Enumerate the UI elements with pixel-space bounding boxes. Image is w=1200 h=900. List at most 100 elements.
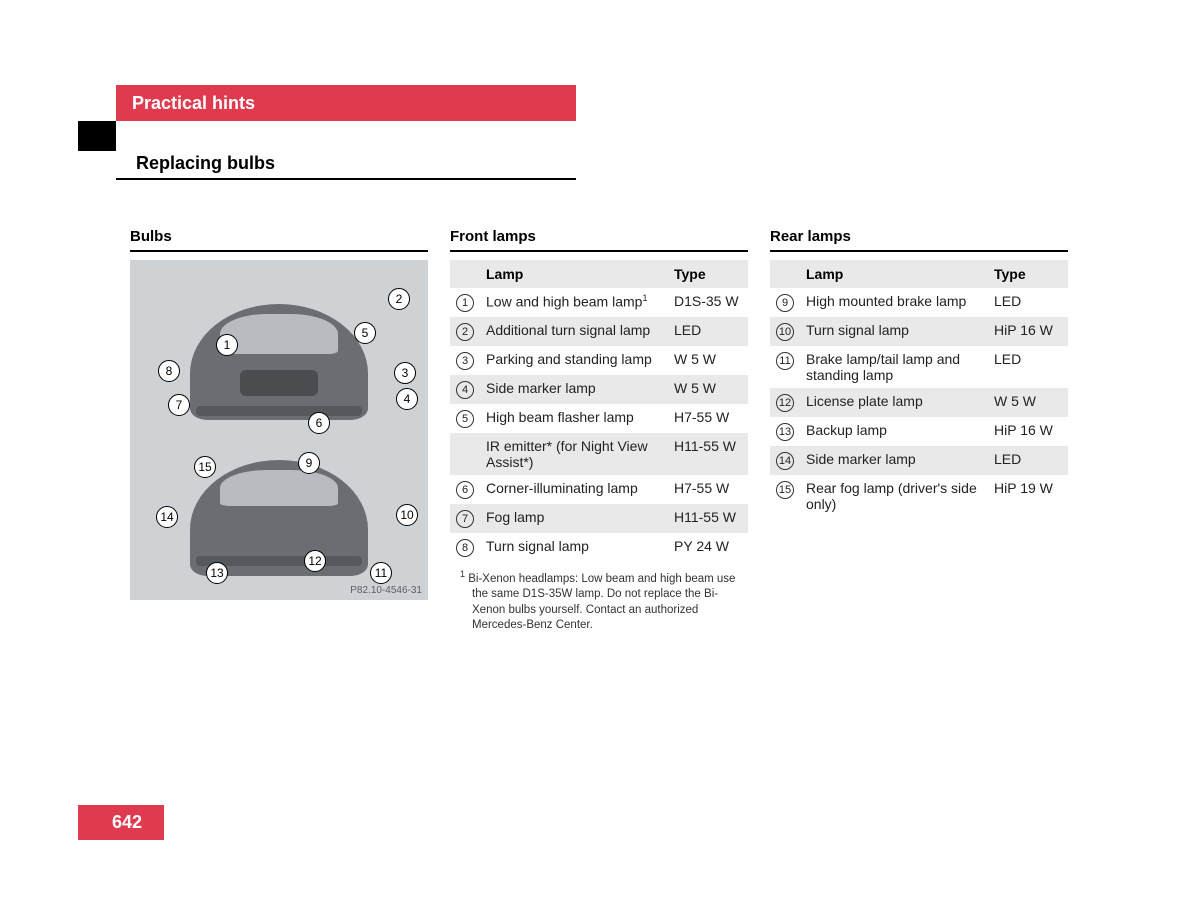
callout-number-icon: 9: [776, 294, 794, 312]
row-type-cell: LED: [988, 288, 1068, 317]
car-front-bumper: [196, 406, 362, 416]
callout-number-icon: 12: [776, 394, 794, 412]
row-type-cell: H11-55 W: [668, 504, 748, 533]
row-number-cell: 2: [450, 317, 480, 346]
row-type-cell: HiP 19 W: [988, 475, 1068, 517]
side-tab: [78, 121, 116, 151]
diagram-callout: 6: [308, 412, 330, 434]
table-row: 6 Corner-illuminating lampH7-55 W: [450, 475, 748, 504]
row-lamp-cell: Side marker lamp: [480, 375, 668, 404]
table-row: 7Fog lampH11-55 W: [450, 504, 748, 533]
row-type-cell: PY 24 W: [668, 533, 748, 562]
row-lamp-cell: Side marker lamp: [800, 446, 988, 475]
diagram-callout: 7: [168, 394, 190, 416]
row-number-cell: 11: [770, 346, 800, 388]
diagram-callout: 12: [304, 550, 326, 572]
page-header: Practical hints Replacing bulbs: [78, 85, 1110, 180]
callout-number-icon: 1: [456, 294, 474, 312]
row-type-cell: LED: [988, 446, 1068, 475]
table-row: 11Brake lamp/tail lamp and standing lamp…: [770, 346, 1068, 388]
bulbs-heading: Bulbs: [130, 228, 428, 252]
front-lamps-column: Front lamps Lamp Type 1Low and high beam…: [450, 228, 748, 634]
row-number-cell: 5: [450, 404, 480, 433]
row-type-cell: LED: [988, 346, 1068, 388]
callout-number-icon: 6: [456, 481, 474, 499]
row-lamp-cell: IR emitter* (for Night View Assist*): [480, 433, 668, 475]
row-type-cell: W 5 W: [988, 388, 1068, 417]
callout-number-icon: 4: [456, 381, 474, 399]
table-row: 8 Turn signal lampPY 24 W: [450, 533, 748, 562]
row-number-cell: 9: [770, 288, 800, 317]
footnote-ref: 1: [642, 293, 647, 303]
diagram-callout: 3: [394, 362, 416, 384]
table-row: 1Low and high beam lamp1D1S-35 W: [450, 288, 748, 317]
table-row: 9 High mounted brake lampLED: [770, 288, 1068, 317]
diagram-callout: 2: [388, 288, 410, 310]
front-footnote: 1 Bi-Xenon headlamps: Low beam and high …: [450, 568, 748, 634]
row-number-cell: 6: [450, 475, 480, 504]
table-row: 14 Side marker lampLED: [770, 446, 1068, 475]
row-lamp-cell: Parking and standing lamp: [480, 346, 668, 375]
row-number-cell: 3: [450, 346, 480, 375]
row-lamp-cell: Corner-illuminating lamp: [480, 475, 668, 504]
car-rear-window: [220, 470, 338, 506]
car-grille: [240, 370, 318, 396]
rear-lamps-column: Rear lamps Lamp Type 9 High mounted brake…: [770, 228, 1068, 634]
row-number-cell: 7: [450, 504, 480, 533]
callout-number-icon: 13: [776, 423, 794, 441]
car-front-window: [220, 314, 338, 354]
content-columns: Bulbs P82.10-4546-31 1234567891011121314…: [130, 228, 1110, 634]
callout-number-icon: 11: [776, 352, 794, 370]
chapter-title: Practical hints: [116, 85, 576, 121]
callout-number-icon: 3: [456, 352, 474, 370]
row-number-cell: 14: [770, 446, 800, 475]
table-row: 15 Rear fog lamp (driver's side only)HiP …: [770, 475, 1068, 517]
row-type-cell: H7-55 W: [668, 475, 748, 504]
row-number-cell: 1: [450, 288, 480, 317]
callout-number-icon: 8: [456, 539, 474, 557]
diagram-callout: 4: [396, 388, 418, 410]
row-lamp-cell: Turn signal lamp: [480, 533, 668, 562]
rear-lamps-heading: Rear lamps: [770, 228, 1068, 252]
table-header-lamp: Lamp: [800, 260, 988, 288]
image-id: P82.10-4546-31: [350, 585, 422, 596]
front-lamps-table: Lamp Type 1Low and high beam lamp1D1S-35…: [450, 260, 748, 562]
diagram-callout: 15: [194, 456, 216, 478]
row-lamp-cell: High beam flasher lamp: [480, 404, 668, 433]
diagram-callout: 11: [370, 562, 392, 584]
row-lamp-cell: Low and high beam lamp1: [480, 288, 668, 317]
table-row: 13Backup lampHiP 16 W: [770, 417, 1068, 446]
callout-number-icon: 15: [776, 481, 794, 499]
table-header-type: Type: [988, 260, 1068, 288]
row-number-cell: [450, 433, 480, 475]
row-number-cell: 13: [770, 417, 800, 446]
front-lamps-heading: Front lamps: [450, 228, 748, 252]
table-header-num: [770, 260, 800, 288]
row-number-cell: 4: [450, 375, 480, 404]
row-lamp-cell: Backup lamp: [800, 417, 988, 446]
callout-number-icon: 5: [456, 410, 474, 428]
diagram-callout: 10: [396, 504, 418, 526]
row-type-cell: H11-55 W: [668, 433, 748, 475]
row-lamp-cell: High mounted brake lamp: [800, 288, 988, 317]
row-lamp-cell: Rear fog lamp (driver's side only): [800, 475, 988, 517]
callout-number-icon: 10: [776, 323, 794, 341]
table-row: 2Additional turn signal lampLED: [450, 317, 748, 346]
row-lamp-cell: Additional turn signal lamp: [480, 317, 668, 346]
table-row: 4Side marker lampW 5 W: [450, 375, 748, 404]
footnote-text: Bi-Xenon headlamps: Low beam and high be…: [468, 573, 735, 632]
table-header-lamp: Lamp: [480, 260, 668, 288]
row-number-cell: 15: [770, 475, 800, 517]
table-row: 3 Parking and standing lampW 5 W: [450, 346, 748, 375]
table-header-num: [450, 260, 480, 288]
row-type-cell: W 5 W: [668, 346, 748, 375]
table-row: 5High beam flasher lampH7-55 W: [450, 404, 748, 433]
callout-number-icon: 14: [776, 452, 794, 470]
row-lamp-cell: Turn signal lamp: [800, 317, 988, 346]
page-number: 642: [78, 805, 164, 840]
bulbs-column: Bulbs P82.10-4546-31 1234567891011121314…: [130, 228, 428, 634]
diagram-callout: 14: [156, 506, 178, 528]
diagram-callout: 5: [354, 322, 376, 344]
footnote-marker: 1: [460, 569, 465, 579]
rear-lamps-table: Lamp Type 9High mounted brake lampLED10T…: [770, 260, 1068, 517]
